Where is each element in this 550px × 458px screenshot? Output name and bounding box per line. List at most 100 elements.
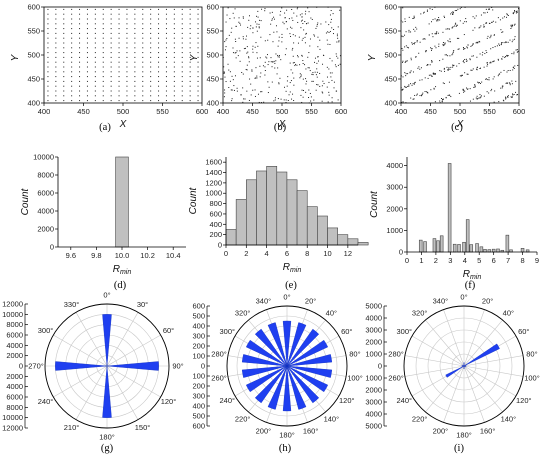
data-point [255,67,257,69]
data-point [302,37,304,39]
angle-label: 120° [339,396,355,405]
angle-label: 20° [305,297,316,306]
data-point [118,100,120,102]
data-point [309,70,311,72]
data-point [276,73,278,75]
data-point [173,61,175,63]
data-point [329,72,331,74]
y-tick-label: 600 [209,209,222,218]
data-point [492,20,494,22]
data-point [150,61,152,63]
data-point [500,44,502,46]
data-point [503,100,505,102]
data-point [126,100,128,102]
data-point [110,80,112,82]
data-point [230,89,232,91]
data-point [486,65,488,67]
data-point [409,71,411,73]
data-point [252,89,254,91]
data-point [55,90,57,92]
angular-gridline [425,365,465,413]
data-point [314,61,316,63]
data-point [492,78,494,80]
data-point [79,85,81,87]
data-point [321,100,323,102]
data-point [462,22,464,24]
data-point [316,25,318,27]
data-point [118,32,120,34]
histogram-bar [115,156,129,248]
data-point [474,84,476,86]
data-point [483,95,485,97]
data-point [134,47,136,49]
data-point [475,97,477,99]
data-point [173,52,175,54]
data-point [505,96,507,98]
data-point [297,21,299,23]
data-point [254,77,256,79]
data-point [441,100,443,102]
data-point [173,32,175,34]
data-point [509,84,511,86]
data-point [404,20,406,22]
data-point [304,21,306,23]
data-point [118,71,120,73]
radial-tick-label: 6000 [6,393,23,402]
data-point [509,39,511,41]
data-point [442,82,444,84]
data-point [339,63,341,65]
data-point [475,68,477,70]
data-point [260,20,262,22]
angular-gridline [443,365,465,423]
data-point [245,68,247,70]
data-point [110,85,112,87]
data-point [256,15,258,17]
data-point [71,28,73,30]
data-point [309,45,311,47]
data-point [487,35,489,37]
data-point [465,60,467,62]
y-tick-label: 550 [27,27,40,36]
data-point [456,24,458,26]
data-point [197,71,199,73]
data-point [286,28,288,30]
x-tick-label: 9.6 [66,251,76,260]
data-point [407,73,409,75]
data-point [459,75,461,77]
data-point [316,76,318,78]
data-point [467,88,469,90]
data-point [248,61,250,63]
data-point [278,83,280,85]
data-point [492,47,494,49]
angular-gridline [443,309,465,367]
data-point [322,80,324,82]
data-point [474,85,476,87]
data-point [479,83,481,85]
data-point [402,76,404,78]
data-point [102,18,104,20]
radial-tick-label: 0 [201,362,205,371]
data-point [86,80,88,82]
data-point [134,76,136,78]
data-point [328,91,330,93]
data-point [325,32,327,34]
data-point [428,23,430,25]
polar-wedges [55,314,159,418]
data-point [442,41,444,43]
data-point [255,21,257,23]
data-point [452,13,454,15]
data-point [487,64,489,66]
data-point [274,97,276,99]
data-point [235,52,237,54]
data-point [249,78,251,80]
data-point [150,52,152,54]
data-point [514,10,516,12]
y-tick-label: 2000 [386,204,403,213]
angle-label: 280° [388,350,404,359]
data-point [189,76,191,78]
data-point [472,55,474,57]
data-point [414,94,416,96]
angle-label: 240° [219,396,235,405]
data-point [126,47,128,49]
data-point [317,56,319,58]
